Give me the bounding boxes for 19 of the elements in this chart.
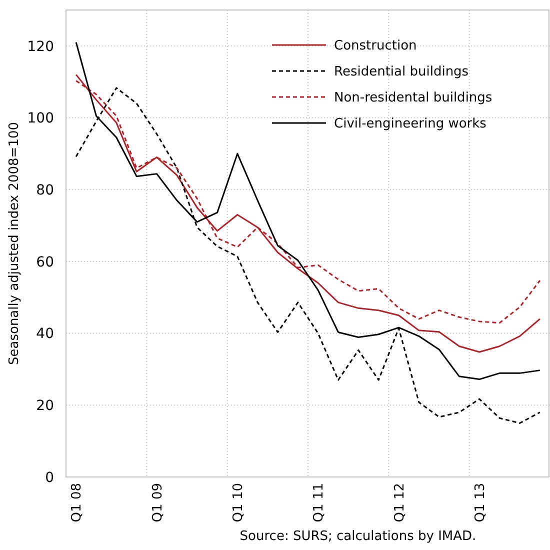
x-tick-label: Q1 12 [392,483,408,522]
legend-label: Non-residental buildings [334,90,492,106]
legend-label: Civil-engineering works [334,116,487,132]
y-tick-label: 20 [36,398,54,414]
y-tick-label: 120 [27,38,54,55]
y-tick-label: 60 [36,254,54,270]
y-tick-label: 0 [45,470,54,486]
x-tick-label: Q1 10 [230,483,246,522]
legend-label: Residential buildings [334,64,469,80]
x-tick-label: Q1 13 [472,483,488,522]
y-tick-label: 100 [27,110,54,127]
y-tick-label: 40 [36,326,54,342]
x-tick-label: Q1 11 [312,483,327,522]
x-tick-label: Q1 09 [150,483,166,522]
y-tick-label: 80 [36,182,54,199]
x-tick-label: Q1 08 [70,483,85,522]
source-note: Source: SURS; calculations by IMAD. [240,529,476,544]
y-axis-title: Seasonally adjusted index 2008=100 [7,122,22,366]
legend-label: Construction [334,38,417,54]
